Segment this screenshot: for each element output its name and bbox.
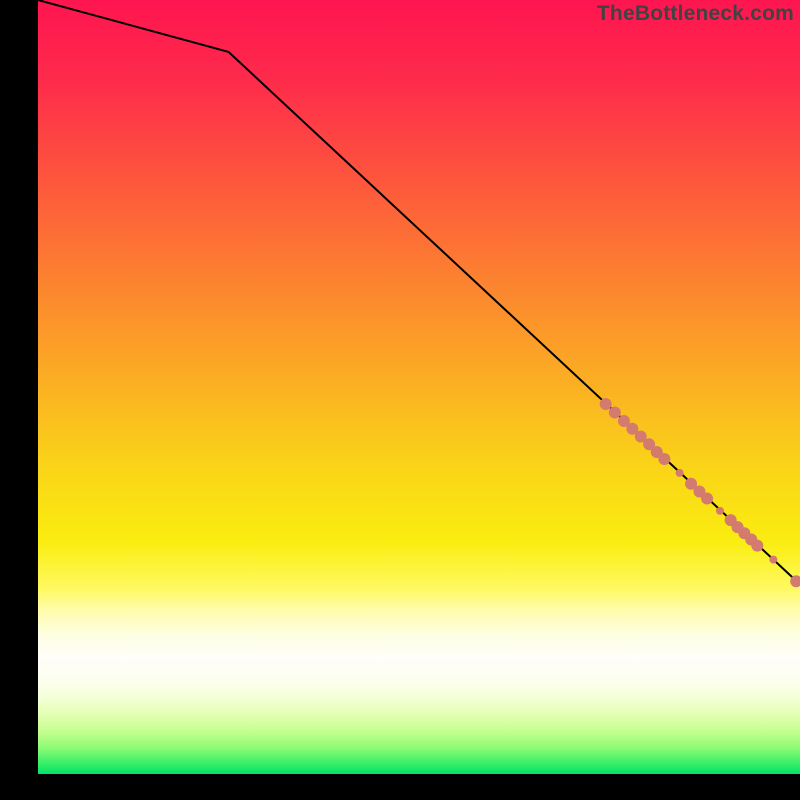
plot-background: [38, 0, 800, 774]
bottleneck-chart: [0, 0, 800, 800]
data-marker: [676, 469, 684, 477]
data-marker: [751, 540, 763, 552]
data-marker: [658, 453, 670, 465]
data-marker: [716, 507, 724, 515]
data-marker: [701, 492, 713, 504]
data-marker: [600, 398, 612, 410]
data-marker: [769, 556, 777, 564]
data-marker: [609, 407, 621, 419]
watermark-text: TheBottleneck.com: [597, 2, 794, 26]
